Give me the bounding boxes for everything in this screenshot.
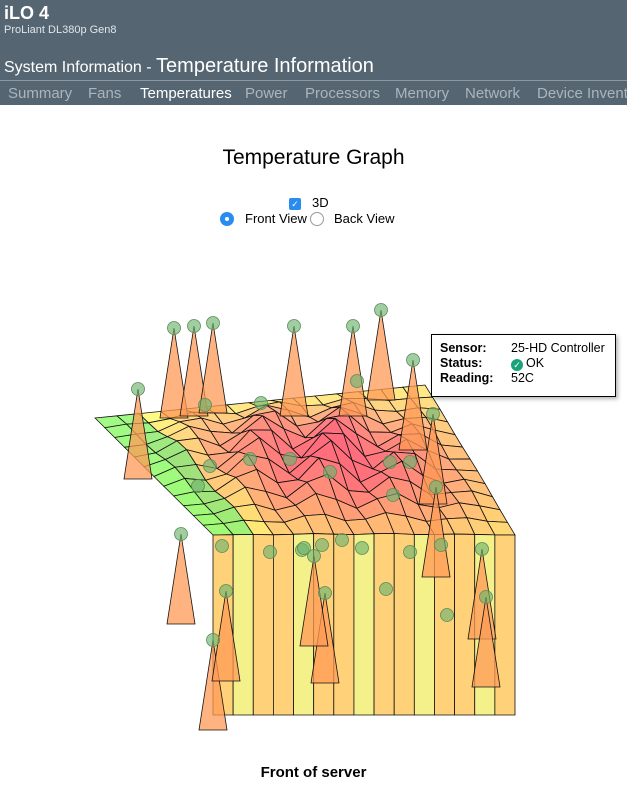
temperature-spike xyxy=(471,596,501,688)
mesh-front-face xyxy=(353,533,375,716)
sensor-marker[interactable] xyxy=(315,538,329,552)
tab-processors[interactable]: Processors xyxy=(305,85,381,102)
sensor-marker[interactable] xyxy=(318,586,332,600)
status-value: ✓ OK xyxy=(511,356,544,371)
temperature-spike xyxy=(211,590,241,682)
sensor-marker[interactable] xyxy=(307,549,321,563)
app-title: iLO 4 xyxy=(4,3,50,23)
sensor-marker[interactable] xyxy=(374,303,388,317)
tab-bar: Summary Fans Temperatures Power Processo… xyxy=(0,80,627,105)
sensor-marker[interactable] xyxy=(429,480,443,494)
sensor-marker[interactable] xyxy=(198,398,212,412)
temperature-spike xyxy=(366,309,396,401)
sensor-marker[interactable] xyxy=(479,590,493,604)
sensor-marker[interactable] xyxy=(346,319,360,333)
sensor-marker[interactable] xyxy=(323,465,337,479)
back-view-radio[interactable] xyxy=(310,212,324,226)
sensor-marker[interactable] xyxy=(215,539,229,553)
graph-caption: Front of server xyxy=(260,764,367,781)
sensor-marker[interactable] xyxy=(406,353,420,367)
sensor-marker[interactable] xyxy=(475,542,489,556)
tab-summary[interactable]: Summary xyxy=(8,85,73,102)
sensor-marker[interactable] xyxy=(386,488,400,502)
sensor-marker[interactable] xyxy=(174,527,188,541)
temperature-spike xyxy=(198,639,228,731)
sensor-value: 25-HD Controller xyxy=(511,341,605,355)
front-view-label: Front View xyxy=(245,211,307,226)
mesh-front-face xyxy=(393,533,415,716)
sensor-marker[interactable] xyxy=(434,538,448,552)
mesh-front-face xyxy=(252,534,274,716)
temperature-spike xyxy=(421,486,451,578)
sensor-marker[interactable] xyxy=(131,382,145,396)
sensor-marker[interactable] xyxy=(287,319,301,333)
tab-fans[interactable]: Fans xyxy=(88,85,122,102)
sensor-marker[interactable] xyxy=(403,455,417,469)
reading-label: Reading: xyxy=(440,371,494,385)
temperature-3d-graph[interactable] xyxy=(0,240,627,740)
sensor-marker[interactable] xyxy=(297,541,311,555)
sensor-tooltip: Sensor: 25-HD Controller Status: ✓ OK Readi… xyxy=(431,334,616,397)
sensor-marker[interactable] xyxy=(243,452,257,466)
graph-title: Temperature Graph xyxy=(222,146,405,169)
front-view-radio[interactable] xyxy=(220,212,234,226)
sensor-marker[interactable] xyxy=(206,633,220,647)
section-title: System Information - xyxy=(4,59,157,76)
sensor-marker[interactable] xyxy=(440,608,454,622)
sensor-marker[interactable] xyxy=(206,316,220,330)
3d-checkbox[interactable]: ✓ xyxy=(289,198,301,210)
status-label: Status: xyxy=(440,356,483,370)
temperature-spike xyxy=(179,325,209,417)
sensor-marker[interactable] xyxy=(335,533,349,547)
3d-label: 3D xyxy=(312,195,329,210)
page-name: Temperature Information xyxy=(156,55,374,77)
sensor-label: Sensor: xyxy=(440,341,487,355)
mesh-front-face xyxy=(494,534,516,716)
tab-temperatures[interactable]: Temperatures xyxy=(140,85,232,102)
tab-device-inventory[interactable]: Device Inventory xyxy=(537,85,627,102)
temperature-spike xyxy=(398,359,428,451)
temperature-spike xyxy=(166,533,196,625)
tab-network[interactable]: Network xyxy=(465,85,521,102)
mesh-front-face xyxy=(333,533,355,716)
reading-value: 52C xyxy=(511,371,534,385)
ok-check-icon: ✓ xyxy=(511,359,523,371)
sensor-marker[interactable] xyxy=(403,545,417,559)
status-text: OK xyxy=(526,356,545,370)
temperature-spike xyxy=(299,555,329,647)
mesh-front-face xyxy=(232,534,254,716)
sensor-marker[interactable] xyxy=(219,584,233,598)
temperature-spike xyxy=(338,325,368,417)
tab-memory[interactable]: Memory xyxy=(395,85,450,102)
tab-power[interactable]: Power xyxy=(245,85,288,102)
sensor-marker[interactable] xyxy=(187,319,201,333)
sensor-marker[interactable] xyxy=(383,455,397,469)
sensor-marker[interactable] xyxy=(254,396,268,410)
sensor-marker[interactable] xyxy=(355,541,369,555)
sensor-marker[interactable] xyxy=(379,582,393,596)
sensor-marker[interactable] xyxy=(263,545,277,559)
server-model: ProLiant DL380p Gen8 xyxy=(4,24,117,36)
sensor-marker[interactable] xyxy=(203,459,217,473)
sensor-marker[interactable] xyxy=(350,374,364,388)
sensor-marker[interactable] xyxy=(426,407,440,421)
sensor-marker[interactable] xyxy=(283,452,297,466)
temperature-spike xyxy=(123,388,153,480)
temperature-spike xyxy=(159,327,189,419)
page-title: System Information - Temperature Informa… xyxy=(4,55,374,78)
back-view-label: Back View xyxy=(334,211,395,226)
sensor-marker[interactable] xyxy=(191,479,205,493)
mesh-front-face xyxy=(272,533,294,716)
temperature-spike xyxy=(279,325,309,417)
sensor-marker[interactable] xyxy=(167,321,181,335)
temperature-spike xyxy=(198,322,228,414)
mesh-front-face xyxy=(373,533,395,716)
header: iLO 4 ProLiant DL380p Gen8 System Inform… xyxy=(0,0,627,105)
